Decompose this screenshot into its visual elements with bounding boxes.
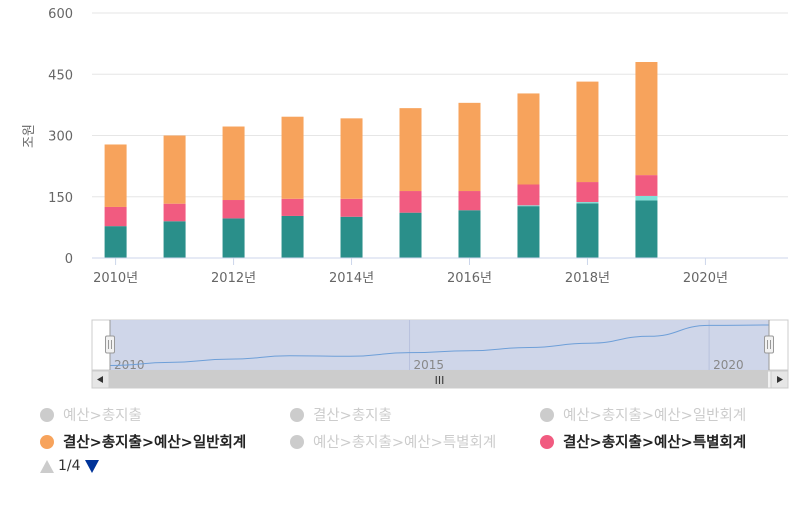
legend-label: 결산>총지출>예산>특별회계 [563, 435, 747, 451]
y-tick-label: 300 [48, 130, 73, 145]
y-tick-label: 450 [48, 68, 73, 83]
bar-segment[interactable] [517, 184, 540, 206]
bar-segment[interactable] [222, 218, 245, 258]
bar-segment[interactable] [222, 126, 245, 201]
navigator-left-handle[interactable] [105, 335, 115, 354]
bar-segment[interactable] [163, 135, 186, 204]
legend-label: 결산>총지출>예산>일반회계 [63, 435, 247, 451]
legend-row-1: 예산>총지출 결산>총지출 예산>총지출>예산>일반회계 [40, 404, 790, 426]
bar-segment[interactable] [576, 203, 599, 258]
legend-item-budget-special[interactable]: 예산>총지출>예산>특별회계 [290, 431, 496, 452]
y-axis-ticks: 0 150 300 450 600 [48, 7, 73, 267]
legend-item-budget-total[interactable]: 예산>총지출 [40, 404, 142, 425]
navigator-scrollbar[interactable]: III [91, 370, 789, 389]
bar-segment[interactable] [104, 206, 127, 227]
legend-item-settlement-general[interactable]: 결산>총지출>예산>일반회계 [40, 431, 246, 452]
navigator-right-handle[interactable] [764, 335, 774, 354]
legend-item-settlement-special[interactable]: 결산>총지출>예산>특별회계 [540, 431, 746, 452]
y-tick-label: 0 [65, 252, 73, 267]
legend-label: 예산>총지출>예산>특별회계 [313, 435, 497, 451]
x-tick-label: 2012년 [211, 271, 256, 286]
x-tick-label: 2016년 [447, 271, 492, 286]
bar-segment[interactable] [281, 215, 304, 258]
bar-segment[interactable] [340, 118, 363, 199]
y-axis-title: 조원 [22, 124, 37, 148]
bar-segment[interactable] [635, 62, 658, 176]
legend-pager: 1/4 [40, 458, 99, 474]
bar-segment[interactable] [458, 102, 481, 192]
legend-dot-icon [540, 407, 554, 422]
bar-segment[interactable] [222, 200, 245, 219]
x-tick-label: 2020년 [683, 271, 728, 286]
scrollbar-right-arrow-icon[interactable] [770, 370, 789, 389]
bar-segment[interactable] [340, 198, 363, 217]
legend-row-2: 결산>총지출>예산>일반회계 예산>총지출>예산>특별회계 결산>총지출>예산>… [40, 431, 790, 453]
y-tick-label: 600 [48, 7, 73, 22]
legend-item-budget-general[interactable]: 예산>총지출>예산>일반회계 [540, 404, 746, 425]
bar-segment[interactable] [576, 182, 599, 203]
bar-segment[interactable] [163, 203, 186, 222]
bar-segment[interactable] [517, 205, 540, 207]
bar-segment[interactable] [458, 191, 481, 211]
bar-segment[interactable] [576, 202, 599, 204]
legend-label: 예산>총지출>예산>일반회계 [563, 408, 747, 424]
bar-segment[interactable] [399, 108, 422, 192]
legend-dot-icon [290, 407, 304, 422]
scrollbar-grip-label: III [435, 374, 445, 387]
bar-segment[interactable] [576, 81, 599, 183]
grid-lines [92, 12, 788, 198]
legend-label: 예산>총지출 [63, 408, 142, 424]
bar-segment[interactable] [281, 116, 304, 199]
navigator-year-label: 2020 [713, 358, 744, 372]
pager-text: 1/4 [58, 458, 81, 474]
bar-segment[interactable] [458, 210, 481, 258]
legend-item-settlement-total[interactable]: 결산>총지출 [290, 404, 392, 425]
bar-segment[interactable] [399, 212, 422, 258]
legend-dot-icon [40, 407, 54, 422]
x-tick-label: 2018년 [565, 271, 610, 286]
y-tick-label: 150 [48, 191, 73, 206]
legend-dot-icon [290, 434, 304, 449]
bar-segment[interactable] [517, 93, 540, 185]
bar-segment[interactable] [635, 200, 658, 258]
legend-dot-icon [40, 434, 54, 449]
legend-dot-icon [540, 434, 554, 449]
x-tick-label: 2014년 [329, 271, 374, 286]
legend-label: 결산>총지출 [313, 408, 392, 424]
bar-segment[interactable] [104, 226, 127, 258]
bar-segment[interactable] [281, 198, 304, 216]
navigator-selection[interactable] [110, 320, 769, 370]
bar-segment[interactable] [517, 206, 540, 258]
bars [104, 62, 658, 258]
x-tick-label: 2010년 [93, 271, 138, 286]
scrollbar-thumb[interactable] [109, 371, 768, 388]
pager-down-icon[interactable] [84, 459, 99, 473]
navigator-year-label: 2015 [414, 358, 445, 372]
pager-up-icon[interactable] [40, 459, 54, 473]
bar-segment[interactable] [163, 221, 186, 258]
bar-segment[interactable] [104, 144, 127, 207]
navigator-series-line [109, 324, 770, 367]
bar-segment[interactable] [399, 191, 422, 213]
bar-segment[interactable] [635, 195, 658, 201]
bar-segment[interactable] [635, 175, 658, 196]
x-axis-ticks: 2010년 2012년 2014년 2016년 2018년 2020년 [93, 258, 728, 286]
bar-segment[interactable] [340, 216, 363, 258]
scrollbar-left-arrow-icon[interactable] [91, 370, 110, 389]
